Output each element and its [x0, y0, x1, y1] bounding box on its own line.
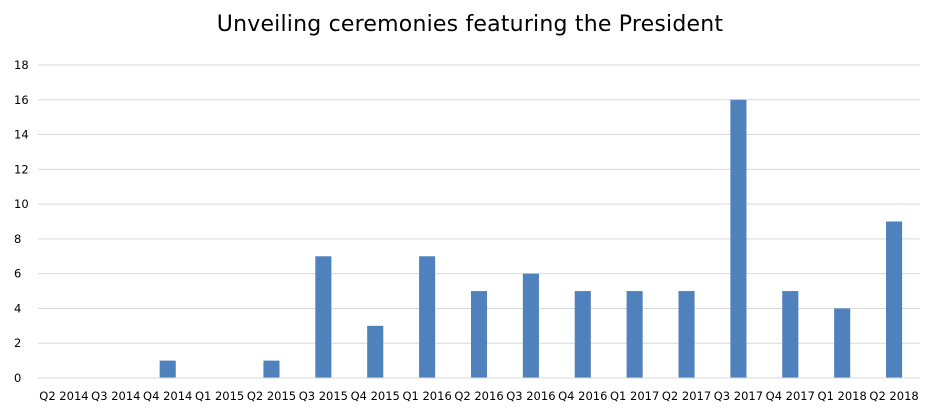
- bar: [159, 360, 176, 378]
- x-tick-label: Q3 2017: [714, 389, 763, 403]
- x-tick-label: Q2 2018: [869, 389, 918, 403]
- x-tick-label: Q4 2014: [143, 389, 192, 403]
- x-tick-label: Q2 2014: [39, 389, 88, 403]
- bars: [159, 99, 903, 379]
- y-tick-label: 0: [14, 371, 21, 385]
- x-tick-label: Q4 2017: [766, 389, 815, 403]
- bar: [315, 256, 332, 378]
- y-tick-label: 4: [14, 301, 21, 315]
- y-tick-label: 16: [14, 93, 29, 107]
- x-tick-label: Q2 2016: [454, 389, 503, 403]
- bar: [522, 273, 539, 378]
- bar: [886, 221, 903, 378]
- bar: [782, 291, 799, 378]
- y-tick-label: 6: [14, 267, 21, 281]
- x-tick-label: Q4 2016: [558, 389, 607, 403]
- chart-title: Unveiling ceremonies featuring the Presi…: [216, 12, 724, 37]
- y-tick-label: 8: [14, 232, 21, 246]
- x-tick-label: Q3 2015: [299, 389, 348, 403]
- y-tick-label: 14: [14, 128, 29, 142]
- bar: [367, 325, 384, 378]
- bar: [419, 256, 436, 378]
- x-tick-label: Q1 2015: [195, 389, 244, 403]
- x-tick-label: Q3 2016: [506, 389, 555, 403]
- bar: [263, 360, 280, 378]
- y-tick-label: 12: [14, 162, 29, 176]
- x-tick-label: Q2 2015: [247, 389, 296, 403]
- bar: [730, 99, 747, 379]
- bar: [834, 308, 851, 378]
- x-tick-label: Q1 2016: [402, 389, 451, 403]
- x-axis-tick-labels: Q2 2014 Q3 2014 Q4 2014 Q1 2015 Q2 2015 Q3 20…: [39, 389, 918, 403]
- x-tick-label: Q4 2015: [351, 389, 400, 403]
- bar: [626, 291, 643, 378]
- y-tick-label: 18: [14, 58, 29, 72]
- bar: [470, 291, 488, 378]
- bar: [574, 291, 591, 378]
- x-tick-label: Q1 2017: [610, 389, 659, 403]
- y-axis-tick-labels: 0 2 4 6 8 10 12 14 16 18: [14, 58, 29, 385]
- y-tick-label: 10: [14, 197, 29, 211]
- x-tick-label: Q1 2018: [818, 389, 867, 403]
- y-tick-label: 2: [14, 336, 21, 350]
- bar: [678, 291, 695, 378]
- x-tick-label: Q3 2014: [91, 389, 140, 403]
- x-tick-label: Q2 2017: [662, 389, 711, 403]
